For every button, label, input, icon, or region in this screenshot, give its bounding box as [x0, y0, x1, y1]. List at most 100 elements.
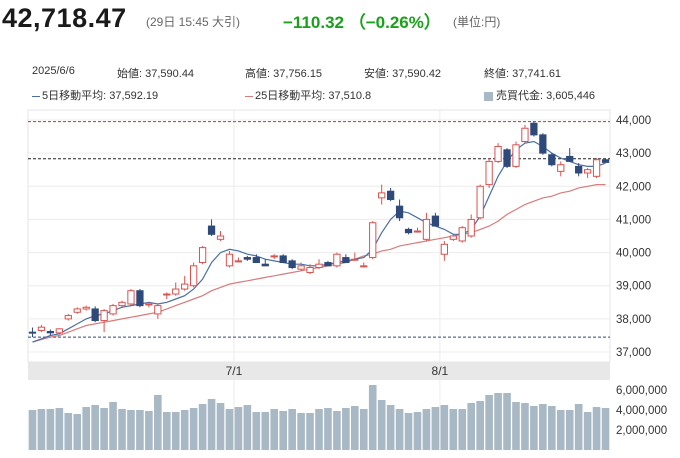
- volume-bar: [449, 409, 458, 450]
- candle: [198, 245, 207, 265]
- candle: [64, 313, 72, 321]
- volume-bar: [494, 393, 502, 450]
- volume-bar: [368, 385, 377, 450]
- volume-bar: [315, 409, 323, 450]
- candle: [127, 289, 135, 306]
- candle-body: [91, 308, 99, 322]
- volume-bar: [413, 412, 422, 450]
- volume-bar: [306, 413, 314, 450]
- candle-body: [575, 165, 583, 174]
- candle-body: [324, 262, 332, 267]
- candle-body: [73, 308, 81, 313]
- candle: [395, 199, 404, 222]
- current-price: 42,718.47: [2, 3, 127, 33]
- candle-body: [270, 255, 278, 258]
- candle-body: [557, 164, 565, 172]
- candle: [404, 227, 413, 235]
- candle: [163, 292, 171, 299]
- candle-body: [440, 243, 448, 255]
- volume-bar: [234, 407, 243, 450]
- info-close: 終値: 37,741.61: [484, 68, 562, 80]
- volume-bar: [100, 408, 108, 450]
- volume-bar: [279, 411, 287, 450]
- candle: [333, 252, 341, 268]
- volume-bar: [154, 395, 162, 450]
- candle: [181, 275, 189, 291]
- candle-body: [100, 310, 108, 322]
- candle-body: [512, 144, 520, 167]
- legend-ma25-label: 25日移動平均: 37,510.8: [255, 90, 372, 102]
- candle-body: [530, 122, 538, 136]
- candle: [270, 254, 278, 260]
- candle-body: [225, 253, 234, 267]
- candle: [315, 259, 323, 270]
- price-tick-label: 41,000: [616, 214, 651, 226]
- volume-bar: [189, 408, 198, 450]
- price-tick-label: 44,000: [616, 115, 651, 127]
- candle-body: [342, 257, 350, 264]
- candle-body: [306, 267, 314, 273]
- candle-body: [190, 265, 198, 287]
- candle-body: [539, 134, 547, 154]
- candle-body: [315, 263, 323, 268]
- volume-bar: [467, 403, 476, 450]
- volume-bar: [261, 412, 270, 450]
- candle-body: [136, 290, 144, 307]
- volume-bar: [162, 412, 171, 450]
- volume-bar: [485, 395, 493, 450]
- price-tick-label: 42,000: [616, 181, 651, 193]
- candle: [216, 231, 225, 241]
- candle: [234, 257, 243, 263]
- volume-bar: [395, 409, 404, 450]
- candle: [145, 302, 153, 308]
- volume-bar: [539, 404, 547, 450]
- price-tick-label: 40,000: [616, 248, 651, 260]
- candle-body: [467, 218, 475, 237]
- candle-body: [181, 283, 189, 290]
- candle-body: [476, 185, 484, 219]
- candle: [28, 327, 37, 338]
- info-high: 高値: 37,756.15: [245, 68, 323, 80]
- candle: [46, 329, 55, 336]
- volume-bar: [37, 409, 46, 450]
- price-timestamp: (29日 15:45 大引): [146, 15, 241, 29]
- candle: [136, 289, 144, 308]
- price-tick-label: 38,000: [616, 314, 651, 326]
- ma5-legend-swatch: [32, 95, 40, 97]
- volume-bar: [145, 411, 153, 450]
- legend-ma5-label: 5日移動平均: 37,592.19: [42, 90, 159, 102]
- candle-body: [566, 155, 574, 162]
- candle: [575, 163, 583, 177]
- volume-bar: [171, 412, 180, 450]
- info-open: 始値: 37,590.44: [117, 68, 195, 80]
- volume-bar: [521, 403, 529, 450]
- candle-body: [127, 290, 135, 305]
- volume-bar: [118, 409, 126, 450]
- volume-bar: [136, 410, 144, 450]
- candle: [601, 158, 610, 164]
- price-unit: (単位:円): [453, 15, 501, 29]
- volume-bar: [324, 408, 332, 450]
- candle-body: [601, 159, 610, 163]
- volume-bar: [82, 407, 91, 450]
- candle-body: [422, 218, 431, 240]
- candle-body: [548, 154, 556, 166]
- candle-body: [386, 190, 395, 201]
- volume-bar: [225, 409, 234, 450]
- volume-bar: [207, 399, 216, 450]
- candle: [431, 212, 440, 227]
- candle-body: [46, 330, 55, 334]
- volume-bar: [601, 408, 610, 450]
- volume-bars: [28, 385, 610, 450]
- candle: [566, 148, 574, 162]
- candle: [485, 158, 493, 188]
- volume-bar: [556, 410, 565, 450]
- ma5-line: [32, 140, 606, 343]
- date-axis-bar: 7/1 8/1: [28, 362, 610, 380]
- quote-header: 42,718.47 (29日 15:45 大引) −110.32 （−0.26%…: [0, 0, 680, 40]
- candle-body: [198, 247, 207, 264]
- volume-bar: [377, 400, 386, 450]
- candle-body: [55, 328, 63, 334]
- volume-bar: [297, 413, 305, 450]
- candle: [82, 305, 90, 311]
